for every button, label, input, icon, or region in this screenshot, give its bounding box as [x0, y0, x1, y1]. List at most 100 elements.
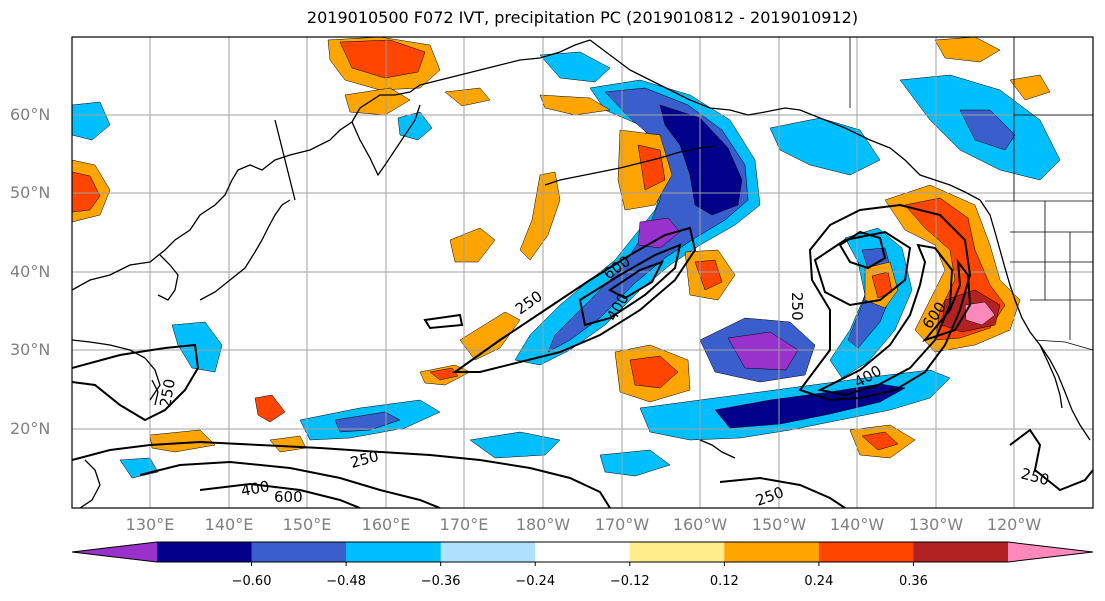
lon-label-160e: 160°E: [361, 515, 411, 534]
negative-band-north-pacific-deep: [659, 104, 743, 216]
positive-blob-california-peak: [964, 301, 996, 326]
positive-blob-east-tropic-core: [861, 431, 899, 451]
colorbar-outline: [71, 541, 1094, 563]
positive-blob-hawaii-core: [629, 355, 679, 389]
positive-blob-wake-core: [429, 367, 459, 381]
positive-blob-aleutian-b: [539, 94, 611, 116]
lon-label-160w: 160°W: [672, 515, 728, 534]
colorbar-segment-3: [440, 542, 536, 562]
contour-400-east: [816, 243, 954, 397]
coastline-aleutians: [544, 145, 716, 186]
colorbar-segment-2: [346, 542, 442, 562]
lon-label-130w: 130°W: [908, 515, 964, 534]
negative-blob-alaska-b-core: [959, 109, 1016, 151]
negative-band-purple-a: [637, 217, 681, 249]
border-us-states: [1010, 201, 1093, 340]
positive-strip-165: [519, 171, 561, 261]
negative-blob-bering: [539, 51, 611, 83]
border-us-mexico: [1034, 339, 1093, 351]
colorbar-tick-label: 0.36: [898, 574, 928, 589]
lon-label-170e: 170°E: [439, 515, 489, 534]
lon-label-140e: 140°E: [204, 515, 254, 534]
lon-label-180w: 180°W: [515, 515, 571, 534]
gridlines: [72, 37, 1093, 508]
positive-blob-east-pacific-mid-core: [871, 271, 893, 299]
colorbar-tick-label: −0.12: [609, 574, 650, 589]
lat-label-50n: 50°N: [10, 183, 51, 202]
colorbar-extend-high: [1008, 542, 1093, 562]
contour-250-east-inner: [838, 230, 887, 270]
colorbar-segment-4: [535, 542, 631, 562]
coastline-korea: [157, 254, 179, 301]
negative-blob-japan-b: [72, 101, 111, 141]
colorbar-segment-1: [251, 542, 347, 562]
contour-400-south: [139, 460, 441, 508]
coastline-china-east: [72, 339, 161, 401]
negative-blob-south-c: [599, 449, 671, 477]
contour-label-600-c: 600: [274, 488, 303, 506]
colorbar-extend-low: [72, 542, 157, 562]
lat-label-60n: 60°N: [10, 105, 51, 124]
contour-250-far-east: [1009, 428, 1093, 492]
contour-600-south: [199, 482, 361, 508]
positive-blob-165-b: [449, 227, 496, 263]
colorbar: [71, 541, 1094, 566]
lon-label-120w: 120°W: [986, 515, 1042, 534]
contour-small-a: [423, 313, 464, 330]
coastline-taiwan: [151, 379, 159, 406]
contour-250-south: [72, 440, 611, 508]
lat-label-20n: 20°N: [10, 419, 51, 438]
coastline-alaska: [589, 39, 981, 201]
coastline-philippines: [79, 459, 101, 508]
lon-label-140w: 140°W: [829, 515, 885, 534]
colorbar-segment-7: [818, 542, 914, 562]
contour-400-central: [578, 243, 682, 327]
lat-label-40n: 40°N: [10, 262, 51, 281]
positive-blob-canada: [1009, 74, 1051, 101]
map-plot-area: 250 600 400 250 600 400 250 250 400 600 …: [72, 37, 1093, 508]
negative-blob-hawaii-core: [727, 331, 799, 371]
negative-blob-japan-a: [171, 321, 223, 373]
colorbar-tick-label: 0.12: [709, 574, 739, 589]
contour-250-central: [451, 226, 697, 373]
colorbar-tick-label: −0.24: [515, 574, 556, 589]
contour-250-east: [798, 203, 972, 402]
colorbar-segment-5: [629, 542, 725, 562]
lon-label-170w: 170°W: [594, 515, 650, 534]
lon-label-150w: 150°W: [751, 515, 807, 534]
coastline-hawaii: [699, 439, 736, 459]
positive-blob-160w-north-core: [637, 144, 666, 191]
colorbar-tick-label: 0.24: [804, 574, 834, 589]
coastline-north-america-west: [979, 199, 1091, 441]
political-borders: [849, 37, 1093, 351]
lon-label-150e: 150°E: [282, 515, 332, 534]
contour-600-east: [921, 258, 972, 343]
colorbar-tick-label: −0.36: [420, 574, 461, 589]
coastline-kamchatka: [351, 104, 421, 177]
coastline-asia: [72, 39, 591, 291]
positive-blob-marcus: [254, 394, 286, 423]
border-canada-provinces: [1013, 37, 1093, 201]
contour-250-east-inner-b: [813, 230, 912, 307]
positive-blob-160w-mid-core: [694, 259, 723, 291]
colorbar-segment-8: [913, 542, 1009, 562]
contour-250-west: [72, 343, 200, 422]
contour-label-250-b: 250: [788, 292, 806, 321]
negative-blob-south-b: [469, 431, 561, 459]
positive-blob-west-edge-core: [72, 171, 101, 213]
contour-250-southeast: [719, 476, 846, 508]
coastline-japan: [199, 199, 291, 301]
contour-label-250-c: 250: [156, 377, 179, 408]
coastlines: [72, 39, 1091, 508]
colorbar-tick-label: −0.60: [231, 574, 272, 589]
lon-label-130e: 130°E: [125, 515, 175, 534]
colorbar-segment-6: [724, 542, 820, 562]
positive-blob-aleutian-a: [444, 87, 491, 107]
coastline-sakhalin: [274, 119, 296, 201]
colorbar-segment-0: [157, 542, 253, 562]
contour-600-central: [608, 260, 665, 300]
contour-label-400-c: 400: [240, 477, 271, 500]
coastline-baja: [1039, 344, 1063, 409]
colorbar-tick-label: −0.48: [326, 574, 367, 589]
